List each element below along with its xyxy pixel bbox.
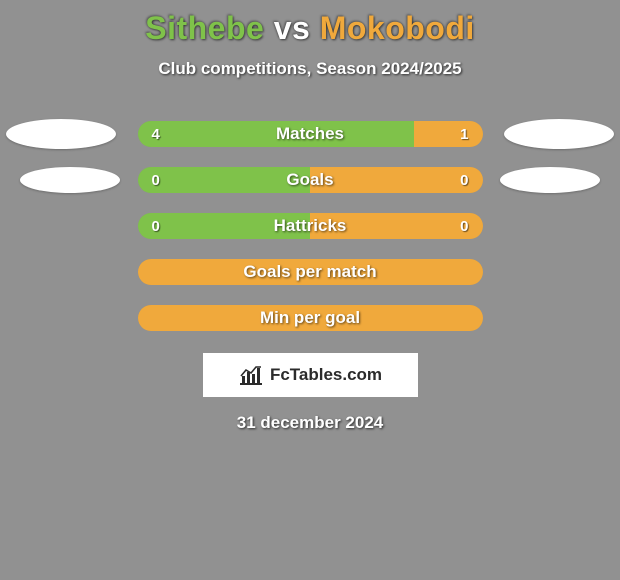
stat-row: 00Goals xyxy=(0,167,620,193)
page-title: Sithebe vs Mokobodi xyxy=(0,0,620,47)
comparison-infographic: Sithebe vs Mokobodi Club competitions, S… xyxy=(0,0,620,580)
player1-name: Sithebe xyxy=(145,10,264,46)
stat-bar-fill xyxy=(138,259,483,285)
stat-left-value: 0 xyxy=(152,218,160,235)
stat-right-value: 1 xyxy=(460,126,468,143)
brand-chart-icon xyxy=(238,364,264,386)
stat-bar: Goals per match xyxy=(138,259,483,285)
side-ellipse-right xyxy=(504,119,614,149)
stat-row: 00Hattricks xyxy=(0,213,620,239)
player2-name: Mokobodi xyxy=(320,10,475,46)
stat-bar: 00Hattricks xyxy=(138,213,483,239)
stat-left-value: 4 xyxy=(152,126,160,143)
stat-bar-right-seg: 1 xyxy=(414,121,483,147)
stat-bar-left-seg: 0 xyxy=(138,167,311,193)
stat-bar: 00Goals xyxy=(138,167,483,193)
brand-box: FcTables.com xyxy=(203,353,418,397)
stat-rows: 41Matches00Goals00HattricksGoals per mat… xyxy=(0,121,620,331)
date-text: 31 december 2024 xyxy=(0,413,620,433)
stat-bar-left-seg: 0 xyxy=(138,213,311,239)
stat-right-value: 0 xyxy=(460,172,468,189)
subtitle: Club competitions, Season 2024/2025 xyxy=(0,59,620,79)
side-ellipse-right xyxy=(500,167,600,193)
stat-bar-fill xyxy=(138,305,483,331)
stat-bar-left-seg: 4 xyxy=(138,121,414,147)
stat-bar-right-seg: 0 xyxy=(310,213,483,239)
stat-row: Goals per match xyxy=(0,259,620,285)
vs-separator: vs xyxy=(274,10,311,46)
brand-text: FcTables.com xyxy=(270,365,382,385)
stat-bar: 41Matches xyxy=(138,121,483,147)
stat-bar-right-seg: 0 xyxy=(310,167,483,193)
stat-left-value: 0 xyxy=(152,172,160,189)
side-ellipse-left xyxy=(20,167,120,193)
stat-row: 41Matches xyxy=(0,121,620,147)
stat-bar: Min per goal xyxy=(138,305,483,331)
stat-right-value: 0 xyxy=(460,218,468,235)
stat-row: Min per goal xyxy=(0,305,620,331)
side-ellipse-left xyxy=(6,119,116,149)
